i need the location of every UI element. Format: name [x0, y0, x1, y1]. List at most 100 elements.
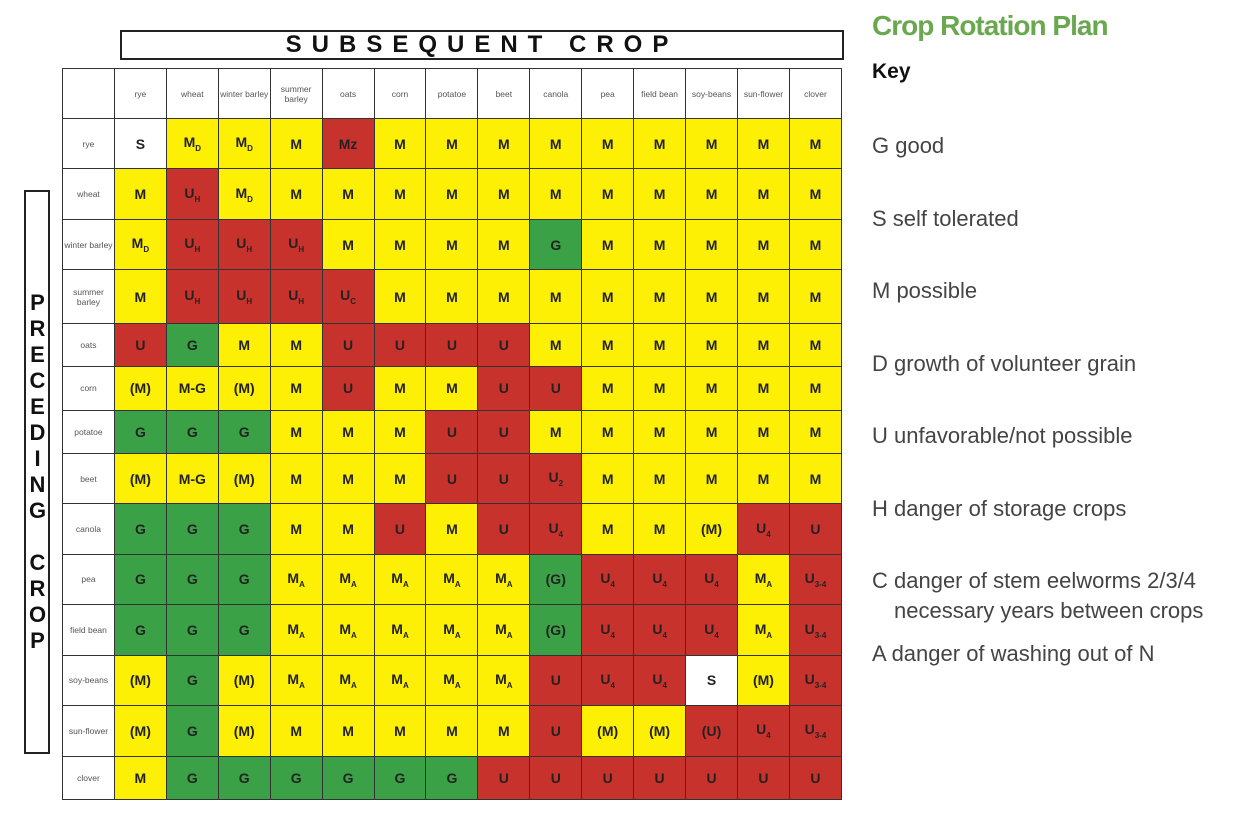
rotation-cell: M	[685, 452, 738, 505]
rotation-cell: U	[529, 366, 583, 411]
rotation-cell: U	[529, 705, 583, 757]
rotation-cell: U	[425, 452, 479, 505]
rotation-cell: MA	[373, 553, 427, 606]
rotation-cell: M	[685, 168, 738, 220]
rotation-cell: U3-4	[788, 604, 843, 656]
cell-code: M	[601, 337, 614, 354]
cell-code: (M)	[649, 722, 671, 739]
cell-code: U	[498, 470, 509, 487]
cell-code: M	[290, 722, 302, 739]
cell-code: M	[549, 135, 562, 152]
cell-code: M	[290, 470, 302, 487]
cell-code: M	[342, 722, 354, 739]
cell-code: M	[131, 235, 144, 252]
key-item: D growth of volunteer grain	[872, 349, 1136, 379]
cell-code: U	[135, 337, 146, 354]
cell-code: M	[549, 423, 562, 440]
cell-code: (M)	[129, 722, 151, 739]
cell-code: M	[705, 423, 718, 440]
cell-code: M	[549, 337, 562, 354]
cell-code: U	[804, 620, 815, 637]
rotation-cell: M	[373, 117, 427, 170]
rotation-cell: MA	[425, 553, 479, 606]
rotation-cell: M	[581, 168, 635, 220]
rotation-cell: G	[165, 755, 219, 801]
cell-code: S	[706, 672, 717, 689]
cell-code: U	[550, 380, 561, 397]
cell-code: M	[394, 380, 406, 397]
cell-code: U	[756, 519, 767, 536]
rotation-cell: M	[373, 366, 427, 411]
rotation-cell: MA	[425, 604, 479, 656]
column-header: clover	[788, 68, 843, 119]
cell-code: M	[809, 380, 822, 397]
rotation-cell: M	[373, 705, 427, 757]
rotation-cell: G	[165, 705, 219, 757]
rotation-cell: G	[165, 409, 219, 454]
rotation-cell: M	[373, 452, 427, 505]
column-header: summer barley	[269, 68, 323, 119]
cell-code: M	[339, 570, 352, 587]
rotation-cell: S	[685, 654, 738, 707]
cell-code: M	[705, 470, 718, 487]
rotation-cell: M	[529, 409, 583, 454]
cell-code: M	[757, 236, 770, 253]
rotation-cell: (M)	[685, 503, 738, 555]
rotation-cell: MA	[477, 654, 531, 707]
header-row: rye wheat winter barley summer barley oats co…	[62, 68, 843, 119]
key-line: D growth of volunteer grain	[872, 350, 1137, 376]
cell-code: M	[394, 423, 406, 440]
cell-subscript: 4	[766, 731, 771, 741]
cell-code: M	[757, 380, 770, 397]
row-header: clover	[62, 755, 115, 801]
cell-code: G	[186, 621, 198, 638]
rotation-cell: M	[736, 168, 790, 220]
rotation-cell: M	[685, 218, 738, 271]
cell-subscript: A	[351, 680, 357, 690]
key-line: H danger of storage crops	[872, 495, 1127, 521]
cell-code: M	[287, 671, 300, 687]
cell-code: U	[184, 287, 195, 304]
key-line: M possible	[872, 278, 978, 303]
cell-code: G	[134, 571, 146, 588]
rotation-cell: G	[217, 409, 271, 454]
rotation-cell: U	[321, 322, 375, 368]
cell-subscript: A	[402, 630, 409, 640]
rotation-cell: M	[633, 409, 687, 454]
rotation-cell: M	[321, 452, 375, 505]
cell-code: M	[290, 186, 302, 203]
rotation-cell: M	[425, 269, 479, 324]
cell-subscript: A	[454, 630, 461, 640]
row-header: pea	[62, 553, 115, 606]
rotation-cell: (M)	[113, 705, 167, 757]
cell-subscript: A	[299, 680, 305, 690]
key-line: C danger of stem eelworms 2/3/4	[872, 568, 1197, 593]
cell-code: (M)	[701, 521, 723, 538]
rotation-cell: MA	[269, 553, 323, 606]
cell-code: (M)	[129, 380, 151, 397]
rotation-cell: M	[425, 503, 479, 555]
rotation-cell: U	[477, 452, 531, 505]
rotation-cell: UH	[165, 269, 219, 324]
rotation-cell: M	[529, 117, 583, 170]
cell-code: U	[446, 470, 457, 487]
cell-code: M	[653, 380, 666, 397]
rotation-cell: M	[685, 117, 738, 170]
rotation-cell: M	[736, 366, 790, 411]
cell-code: U	[804, 671, 815, 687]
rotation-cell: MA	[269, 604, 323, 656]
rotation-cell: M	[633, 366, 687, 411]
rotation-cell: M	[788, 366, 843, 411]
cell-code: M	[757, 135, 770, 152]
rotation-cell: U	[477, 503, 531, 555]
cell-subscript: A	[506, 630, 513, 640]
rotation-cell: MD	[217, 168, 271, 220]
cell-subscript: A	[506, 680, 513, 690]
rotation-cell: M	[269, 168, 323, 220]
rotation-cell: U4	[529, 503, 583, 555]
rotation-cell: UH	[217, 269, 271, 324]
cell-code: M	[498, 288, 510, 305]
cell-code: U	[704, 620, 715, 637]
rotation-cell: M	[633, 503, 687, 555]
cell-subscript: A	[766, 579, 773, 589]
